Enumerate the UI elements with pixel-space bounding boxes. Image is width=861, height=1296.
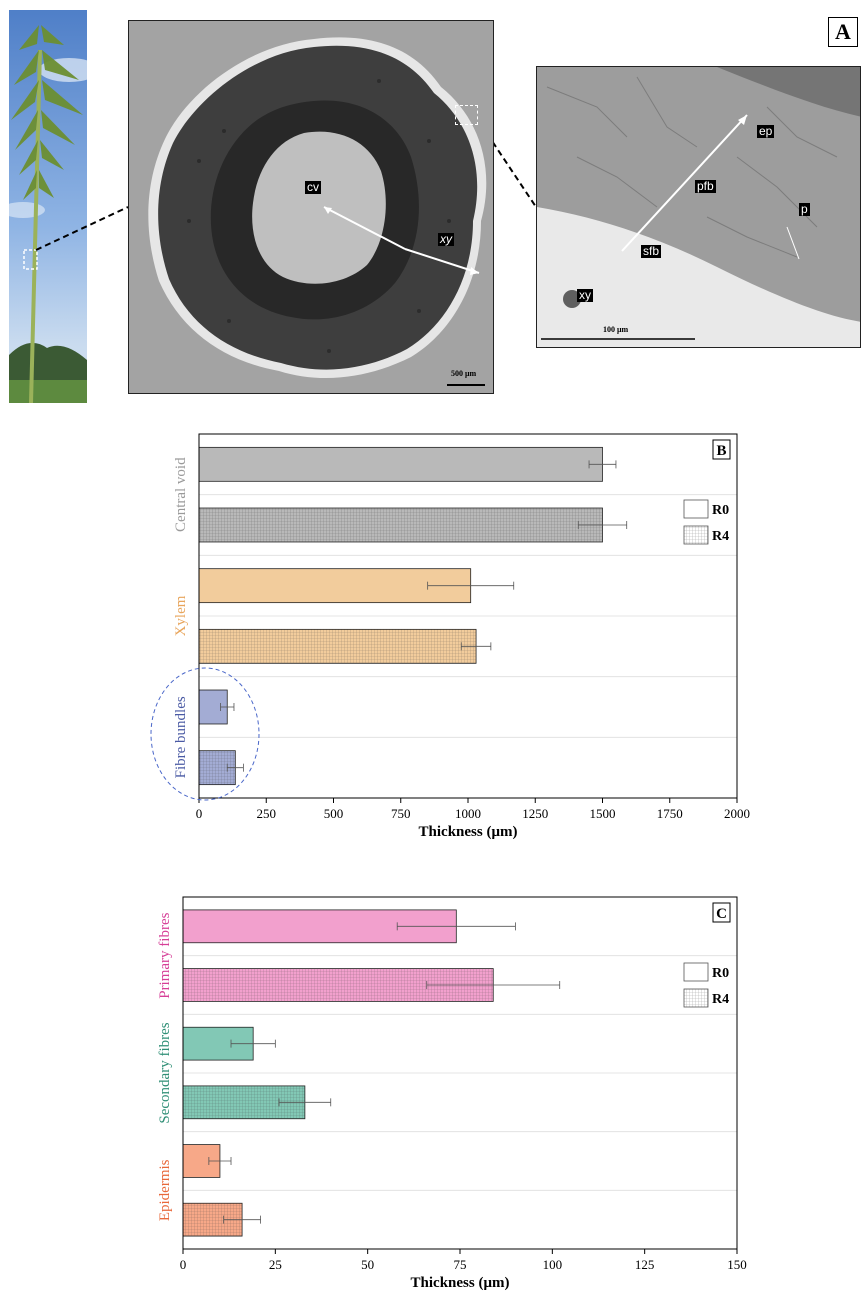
x-tick-label: 750 — [391, 806, 411, 821]
chart-b: Central void Xylem Fibre bundles 0 250 500 750… — [150, 433, 750, 840]
label-p: p — [799, 202, 810, 216]
x-tick-label: 100 — [543, 1257, 563, 1272]
legend-label-r4: R4 — [712, 529, 729, 544]
legend-label-r4: R4 — [712, 992, 729, 1007]
panel-letter-box — [712, 439, 731, 460]
x-tick-label: 0 — [180, 1257, 187, 1272]
group-label: Secondary fibres — [157, 1022, 173, 1123]
x-tick-label: 25 — [269, 1257, 282, 1272]
x-tick-label: 2000 — [724, 806, 750, 821]
x-axis-label: Thickness (μm) — [419, 824, 518, 840]
panel-letter-box — [712, 902, 731, 923]
label-xy-zoom: xy — [577, 288, 593, 302]
scale-bar-main-label: 500 μm — [451, 369, 477, 378]
x-tick-label: 1250 — [522, 806, 548, 821]
group-label: Central void — [173, 457, 189, 532]
label-cv: cv — [305, 180, 321, 194]
legend-swatch-r0 — [683, 962, 709, 982]
group-label: Fibre bundles — [173, 696, 189, 778]
label-xy-main: xy — [438, 232, 454, 246]
chart-c: Primary fibres Secondary fibres Epidermis 0… — [157, 896, 747, 1291]
x-tick-label: 0 — [196, 806, 203, 821]
zoom-region-marker — [23, 249, 38, 270]
panel-letter: B — [716, 443, 726, 459]
bar-hatch — [199, 629, 477, 664]
legend-swatch-hatch — [684, 526, 708, 544]
hemp-plant-image — [9, 10, 87, 403]
zoom-region-marker-2 — [455, 105, 478, 125]
connector-lines — [35, 116, 537, 251]
x-tick-label: 1750 — [657, 806, 683, 821]
legend-label-r0: R0 — [712, 966, 729, 981]
zoomed-micrograph-image: ep pfb p sfb xy 100 μm — [536, 66, 861, 348]
x-axis-label: Thickness (μm) — [411, 1275, 510, 1291]
label-sfb: sfb — [641, 244, 662, 258]
label-pfb: pfb — [695, 179, 716, 193]
x-tick-label: 125 — [635, 1257, 655, 1272]
legend-swatch-hatch — [684, 989, 708, 1007]
x-tick-label: 1500 — [590, 806, 616, 821]
x-tick-label: 250 — [257, 806, 277, 821]
bar-hatch — [199, 508, 603, 542]
group-label: Primary fibres — [157, 912, 173, 998]
panel-letter: C — [716, 906, 727, 922]
group-label: Epidermis — [157, 1159, 173, 1221]
legend-swatch-r0 — [683, 499, 709, 519]
panel-letter-a: A — [828, 17, 858, 47]
x-tick-label: 150 — [727, 1257, 747, 1272]
legend-label-r0: R0 — [712, 503, 729, 518]
x-tick-label: 50 — [361, 1257, 374, 1272]
x-tick-label: 500 — [324, 806, 344, 821]
hemp-plant-photo — [9, 10, 87, 403]
x-tick-label: 75 — [454, 1257, 467, 1272]
x-tick-label: 1000 — [455, 806, 481, 821]
group-label: Xylem — [173, 595, 189, 636]
label-ep: ep — [757, 124, 775, 138]
scale-bar-zoom-label: 100 μm — [603, 325, 629, 334]
stem-cross-section-image: cv xy 500 μm — [128, 20, 494, 394]
fibre-bundles-highlight — [150, 667, 260, 801]
bar-xylem-r0 — [198, 568, 472, 604]
bar-central-void-r0 — [198, 446, 603, 482]
